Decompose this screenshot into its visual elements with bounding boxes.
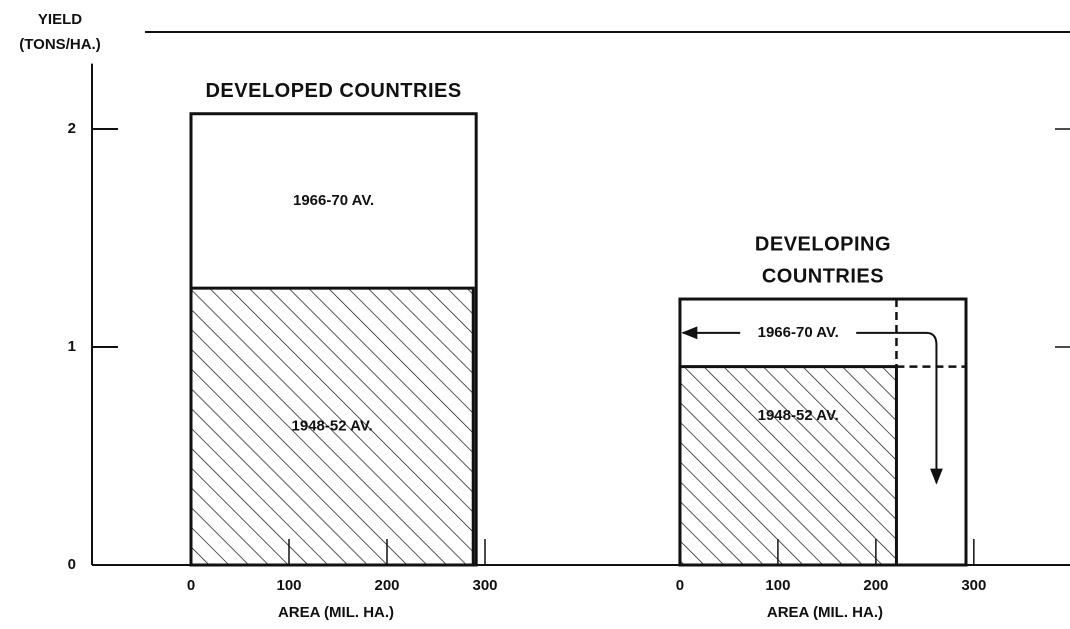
hatched-area	[189, 286, 475, 567]
x-tick-label: 100	[765, 577, 790, 594]
x-tick-label: 200	[863, 577, 888, 594]
x-tick-label: 0	[676, 577, 684, 594]
hatched-area	[678, 365, 898, 567]
panel-title: DEVELOPED COUNTRIES	[205, 80, 461, 102]
series-label: 1948-52 AV.	[292, 418, 373, 435]
y-axis-label: (TONS/HA.)	[19, 36, 100, 53]
y-tick-label: 1	[68, 338, 76, 355]
y-axis-label: YIELD	[38, 11, 82, 28]
x-axis-label: AREA (MIL. HA.)	[767, 604, 883, 621]
y-tick-label: 2	[68, 120, 76, 137]
series-label: 1966-70 AV.	[293, 192, 374, 209]
x-tick-label: 300	[961, 577, 986, 594]
x-tick-label: 100	[276, 577, 301, 594]
series-label: 1948-52 AV.	[758, 407, 839, 424]
panel-title: DEVELOPING	[755, 233, 891, 255]
arrow	[856, 331, 943, 485]
x-tick-label: 200	[374, 577, 399, 594]
series-label: 1966-70 AV.	[758, 324, 839, 341]
x-axis-label: AREA (MIL. HA.)	[278, 604, 394, 621]
panel-title: COUNTRIES	[762, 265, 884, 287]
x-tick-label: 300	[472, 577, 497, 594]
x-tick-label: 0	[187, 577, 195, 594]
y-tick-label: 0	[68, 556, 76, 573]
